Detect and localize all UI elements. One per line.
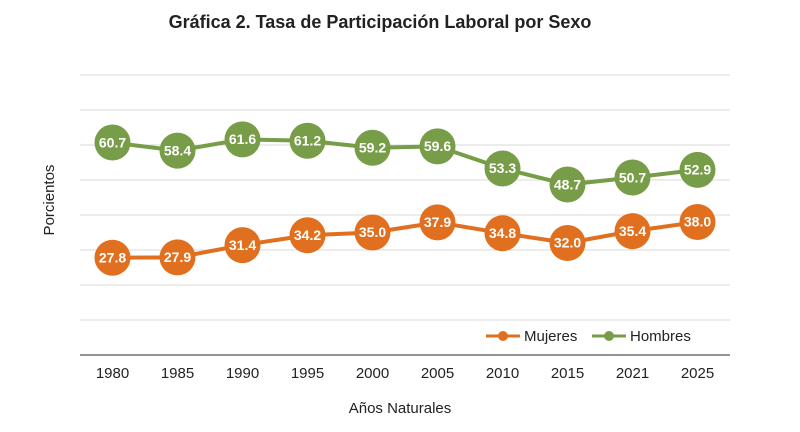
data-label: 59.6 bbox=[424, 138, 451, 154]
data-label: 27.8 bbox=[99, 249, 126, 265]
data-label: 52.9 bbox=[684, 162, 711, 178]
data-label: 37.9 bbox=[424, 214, 451, 230]
data-point bbox=[484, 215, 521, 252]
data-point bbox=[354, 214, 391, 251]
data-label: 59.2 bbox=[359, 140, 386, 156]
x-tick-label: 1985 bbox=[161, 365, 194, 382]
data-point bbox=[159, 239, 196, 276]
data-label: 61.2 bbox=[294, 133, 321, 149]
data-label: 50.7 bbox=[619, 169, 646, 185]
data-label: 53.3 bbox=[489, 160, 516, 176]
chart-title: Gráfica 2. Tasa de Participación Laboral… bbox=[169, 12, 592, 32]
data-label: 38.0 bbox=[684, 214, 711, 230]
x-tick-label: 2010 bbox=[486, 365, 519, 382]
x-tick-label: 2005 bbox=[421, 365, 454, 382]
legend-label: Mujeres bbox=[524, 328, 577, 345]
data-label: 60.7 bbox=[99, 134, 126, 150]
data-label: 31.4 bbox=[229, 237, 256, 253]
x-tick-label: 2000 bbox=[356, 365, 389, 382]
y-axis-title: Porcientos bbox=[41, 165, 58, 236]
x-axis-title: Años Naturales bbox=[349, 400, 452, 417]
data-point bbox=[224, 227, 261, 264]
data-point bbox=[94, 239, 131, 276]
data-label: 35.0 bbox=[359, 224, 386, 240]
data-label: 34.2 bbox=[294, 227, 321, 243]
data-point bbox=[614, 213, 651, 250]
data-point bbox=[289, 217, 326, 254]
data-label: 35.4 bbox=[619, 223, 646, 239]
x-tick-label: 2015 bbox=[551, 365, 584, 382]
data-point bbox=[289, 122, 326, 159]
data-point bbox=[94, 124, 131, 161]
legend-marker bbox=[604, 331, 614, 341]
data-point bbox=[159, 132, 196, 169]
data-point bbox=[354, 129, 391, 166]
data-label: 27.9 bbox=[164, 249, 191, 265]
data-point bbox=[614, 159, 651, 196]
series-line bbox=[112, 220, 698, 260]
series-line bbox=[112, 137, 698, 187]
x-tick-label: 1990 bbox=[226, 365, 259, 382]
data-point bbox=[679, 204, 716, 240]
data-point bbox=[549, 225, 586, 261]
data-point bbox=[484, 150, 521, 187]
legend-marker bbox=[498, 331, 508, 341]
data-point bbox=[549, 166, 586, 203]
data-point bbox=[679, 151, 716, 188]
data-label: 48.7 bbox=[554, 176, 581, 192]
data-label: 58.4 bbox=[164, 142, 191, 158]
data-point bbox=[419, 128, 456, 165]
data-point bbox=[224, 121, 261, 158]
legend-label: Hombres bbox=[630, 328, 691, 345]
x-tick-label: 2025 bbox=[681, 365, 714, 382]
x-tick-label: 1995 bbox=[291, 365, 324, 382]
data-label: 32.0 bbox=[554, 235, 581, 251]
data-point bbox=[419, 204, 456, 241]
data-label: 34.8 bbox=[489, 225, 516, 241]
data-label: 61.6 bbox=[229, 131, 256, 147]
x-tick-label: 1980 bbox=[96, 365, 129, 382]
x-tick-label: 2021 bbox=[616, 365, 649, 382]
